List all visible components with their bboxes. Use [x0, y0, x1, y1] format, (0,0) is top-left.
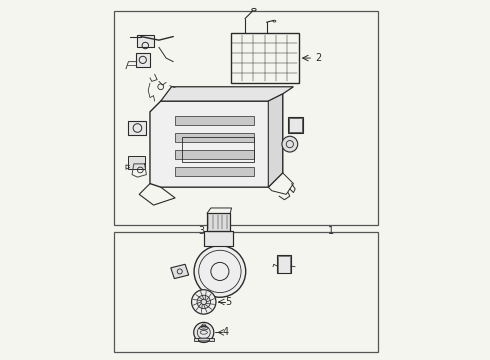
Circle shape — [197, 295, 211, 309]
Polygon shape — [161, 87, 294, 101]
Bar — [175, 167, 254, 176]
Bar — [114, 12, 378, 225]
Ellipse shape — [196, 338, 212, 341]
Bar — [194, 338, 198, 341]
Polygon shape — [269, 94, 283, 187]
Bar — [175, 150, 254, 159]
Polygon shape — [150, 94, 283, 187]
Text: 3: 3 — [198, 226, 204, 236]
Bar — [182, 137, 254, 162]
Circle shape — [194, 322, 214, 342]
Circle shape — [282, 136, 298, 152]
Bar — [289, 118, 302, 132]
Bar — [136, 53, 150, 67]
Circle shape — [194, 246, 245, 297]
Bar — [278, 256, 290, 273]
Bar — [128, 121, 147, 135]
Bar — [204, 231, 233, 246]
Ellipse shape — [199, 326, 208, 330]
Text: 5: 5 — [225, 297, 231, 307]
Bar — [207, 213, 230, 231]
Bar — [137, 35, 153, 47]
Bar — [277, 255, 291, 273]
Bar — [231, 33, 299, 83]
Bar — [114, 232, 378, 352]
Bar — [175, 133, 254, 142]
Bar — [128, 156, 145, 169]
Polygon shape — [171, 264, 189, 279]
Bar — [288, 117, 303, 134]
Circle shape — [192, 290, 216, 314]
Text: 4: 4 — [222, 327, 228, 337]
Bar — [209, 338, 214, 341]
Text: 1: 1 — [327, 226, 334, 236]
Bar — [175, 116, 254, 125]
Text: 2: 2 — [315, 53, 321, 63]
